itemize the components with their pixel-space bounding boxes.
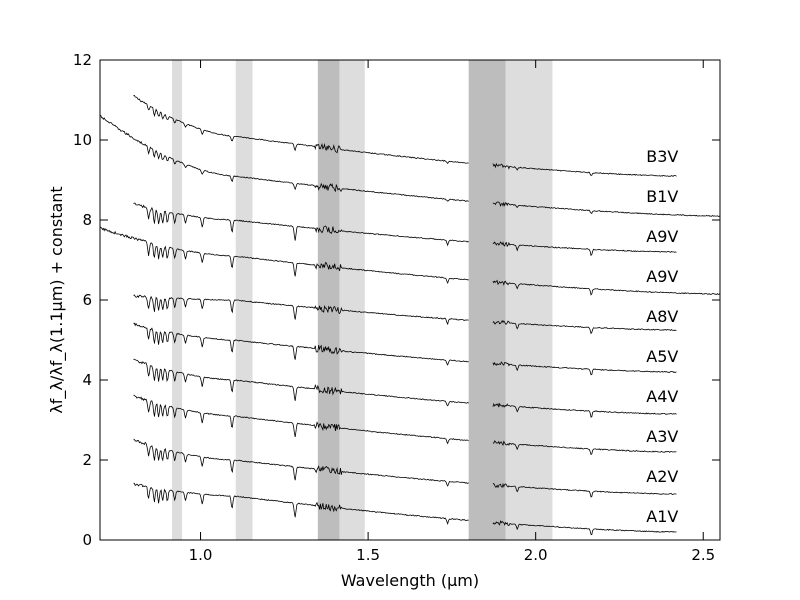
series-label-a4v-7: A4V [646,387,678,406]
shaded-region-5 [468,60,506,540]
y-tick-label-0: 0 [82,531,92,549]
y-tick-label-12: 12 [73,51,92,69]
y-tick-label-4: 4 [82,371,92,389]
series-label-a8v-5: A8V [646,307,678,326]
axes: 1.0 1.5 2.0 2.5 0 2 4 6 8 10 12 [73,51,721,564]
spectra-series [99,94,721,536]
shaded-region-6 [505,60,553,540]
y-tick-label-10: 10 [73,131,92,149]
series-label-b3v-1: B3V [646,147,678,166]
shaded-region-4 [339,60,365,540]
x-tick-label-2: 2.0 [524,546,548,564]
series-label-a5v-6: A5V [646,347,678,366]
spectrum-a3v-8 [133,394,677,455]
x-tick-label-1.5: 1.5 [356,546,380,564]
spectrum-a8v-5 [133,294,677,335]
y-tick-label-2: 2 [82,451,92,469]
spectrum-a4v-7 [133,358,677,418]
shaded-region-1 [172,60,183,540]
spectrum-a5v-6 [133,322,677,376]
series-label-b1v-2: B1V [646,187,678,206]
x-tick-label-2.5: 2.5 [691,546,715,564]
series-label-a9v-3: A9V [646,227,678,246]
y-tick-label-6: 6 [82,291,92,309]
spectrum-a1v-10 [133,482,677,536]
series-labels: B3V B1V A9V A9V A8V A5V A4V A3V A2V A1V [646,147,678,526]
x-tick-label-1: 1.0 [189,546,213,564]
y-tick-label-8: 8 [82,211,92,229]
spectrum-b3v-1 [133,94,677,177]
y-axis-label: λf_λ/λf_λ(1.1μm) + constant [47,186,67,413]
shaded-region-3 [317,60,340,540]
shaded-regions [172,60,553,540]
series-label-a2v-9: A2V [646,467,678,486]
spectrum-a2v-9 [133,438,677,498]
x-axis-label: Wavelength (μm) [341,571,479,590]
series-label-a1v-10: A1V [646,507,678,526]
spectrum-b1v-2 [99,115,721,217]
series-label-a9v-4: A9V [646,267,678,286]
spectrum-a9v-3 [133,202,677,257]
spectrum-a9v-4 [99,226,721,296]
series-label-a3v-8: A3V [646,427,678,446]
shaded-region-2 [235,60,253,540]
